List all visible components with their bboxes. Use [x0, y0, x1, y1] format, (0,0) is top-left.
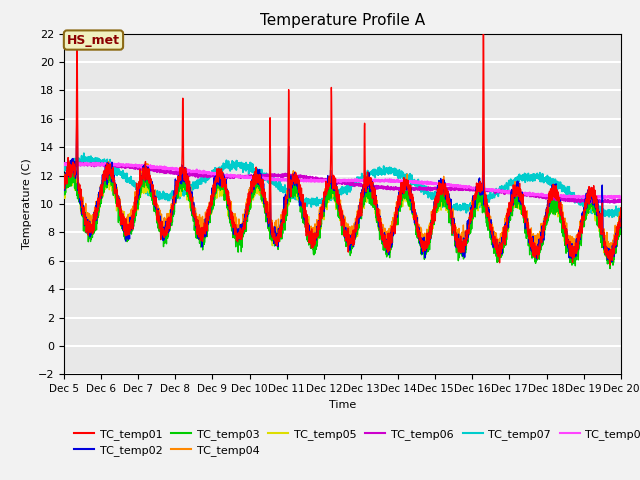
TC_temp02 — [60, 183, 68, 189]
TC_temp04 — [298, 198, 306, 204]
TC_temp07 — [298, 198, 306, 204]
TC_temp04 — [617, 218, 625, 224]
TC_temp04 — [546, 204, 554, 210]
TC_temp04 — [274, 230, 282, 236]
TC_temp04 — [605, 253, 613, 259]
Line: TC_temp05: TC_temp05 — [64, 168, 621, 259]
TC_temp02 — [73, 97, 81, 103]
Line: TC_temp04: TC_temp04 — [64, 160, 621, 256]
Legend: TC_temp01, TC_temp02, TC_temp03, TC_temp04, TC_temp05, TC_temp06, TC_temp07, TC_: TC_temp01, TC_temp02, TC_temp03, TC_temp… — [70, 424, 640, 460]
TC_temp05 — [546, 203, 554, 209]
Line: TC_temp06: TC_temp06 — [64, 162, 621, 203]
TC_temp07 — [617, 211, 625, 217]
TC_temp01 — [60, 186, 68, 192]
TC_temp06 — [611, 200, 618, 206]
TC_temp05 — [298, 201, 306, 206]
TC_temp06 — [60, 160, 68, 166]
TC_temp08 — [606, 193, 614, 199]
TC_temp03 — [298, 206, 306, 212]
TC_temp08 — [274, 178, 282, 184]
TC_temp01 — [274, 239, 282, 244]
TC_temp08 — [157, 165, 164, 171]
TC_temp06 — [73, 159, 81, 165]
TC_temp05 — [157, 222, 164, 228]
TC_temp01 — [157, 229, 164, 235]
TC_temp02 — [298, 202, 306, 208]
TC_temp05 — [568, 256, 575, 262]
TC_temp04 — [60, 171, 68, 177]
TC_temp01 — [124, 232, 131, 238]
TC_temp08 — [124, 163, 132, 168]
TC_temp02 — [546, 197, 554, 203]
TC_temp07 — [157, 196, 164, 202]
TC_temp05 — [606, 247, 614, 252]
TC_temp03 — [546, 204, 554, 209]
TC_temp07 — [609, 214, 616, 220]
Line: TC_temp08: TC_temp08 — [64, 163, 621, 198]
TC_temp03 — [67, 166, 74, 171]
TC_temp08 — [60, 162, 68, 168]
TC_temp04 — [157, 222, 164, 228]
TC_temp07 — [606, 211, 614, 217]
Title: Temperature Profile A: Temperature Profile A — [260, 13, 425, 28]
TC_temp03 — [124, 230, 132, 236]
TC_temp05 — [274, 231, 282, 237]
Text: HS_met: HS_met — [67, 34, 120, 47]
TC_temp01 — [606, 256, 614, 262]
TC_temp01 — [546, 194, 554, 200]
TC_temp03 — [274, 243, 282, 249]
TC_temp01 — [617, 205, 625, 211]
Line: TC_temp07: TC_temp07 — [64, 153, 621, 217]
TC_temp05 — [617, 228, 625, 233]
TC_temp02 — [274, 237, 282, 243]
TC_temp06 — [546, 195, 554, 201]
TC_temp07 — [60, 168, 68, 173]
TC_temp05 — [60, 185, 68, 191]
TC_temp07 — [124, 180, 132, 185]
TC_temp07 — [80, 150, 88, 156]
TC_temp06 — [274, 173, 282, 179]
TC_temp01 — [479, 12, 487, 18]
TC_temp02 — [157, 224, 164, 229]
TC_temp02 — [608, 259, 616, 264]
TC_temp06 — [617, 198, 625, 204]
TC_temp07 — [546, 182, 554, 188]
TC_temp06 — [124, 164, 132, 169]
TC_temp07 — [274, 183, 282, 189]
Y-axis label: Temperature (C): Temperature (C) — [22, 158, 32, 250]
TC_temp05 — [70, 166, 77, 171]
TC_temp01 — [298, 196, 305, 202]
Line: TC_temp02: TC_temp02 — [64, 100, 621, 262]
TC_temp03 — [157, 228, 164, 233]
TC_temp02 — [617, 213, 625, 218]
TC_temp08 — [83, 160, 90, 166]
TC_temp05 — [124, 228, 132, 234]
TC_temp04 — [124, 216, 132, 221]
X-axis label: Time: Time — [329, 400, 356, 409]
TC_temp08 — [298, 178, 306, 183]
TC_temp01 — [606, 262, 614, 268]
TC_temp03 — [606, 249, 614, 255]
TC_temp06 — [606, 199, 614, 204]
Line: TC_temp01: TC_temp01 — [64, 15, 621, 265]
TC_temp06 — [157, 168, 164, 174]
TC_temp03 — [606, 265, 614, 271]
TC_temp04 — [606, 250, 614, 255]
Line: TC_temp03: TC_temp03 — [64, 168, 621, 268]
TC_temp08 — [546, 192, 554, 198]
TC_temp03 — [617, 225, 625, 230]
TC_temp03 — [60, 188, 68, 194]
TC_temp04 — [68, 157, 76, 163]
TC_temp08 — [606, 195, 614, 201]
TC_temp02 — [124, 231, 132, 237]
TC_temp06 — [298, 174, 306, 180]
TC_temp02 — [606, 254, 614, 260]
TC_temp08 — [617, 194, 625, 200]
